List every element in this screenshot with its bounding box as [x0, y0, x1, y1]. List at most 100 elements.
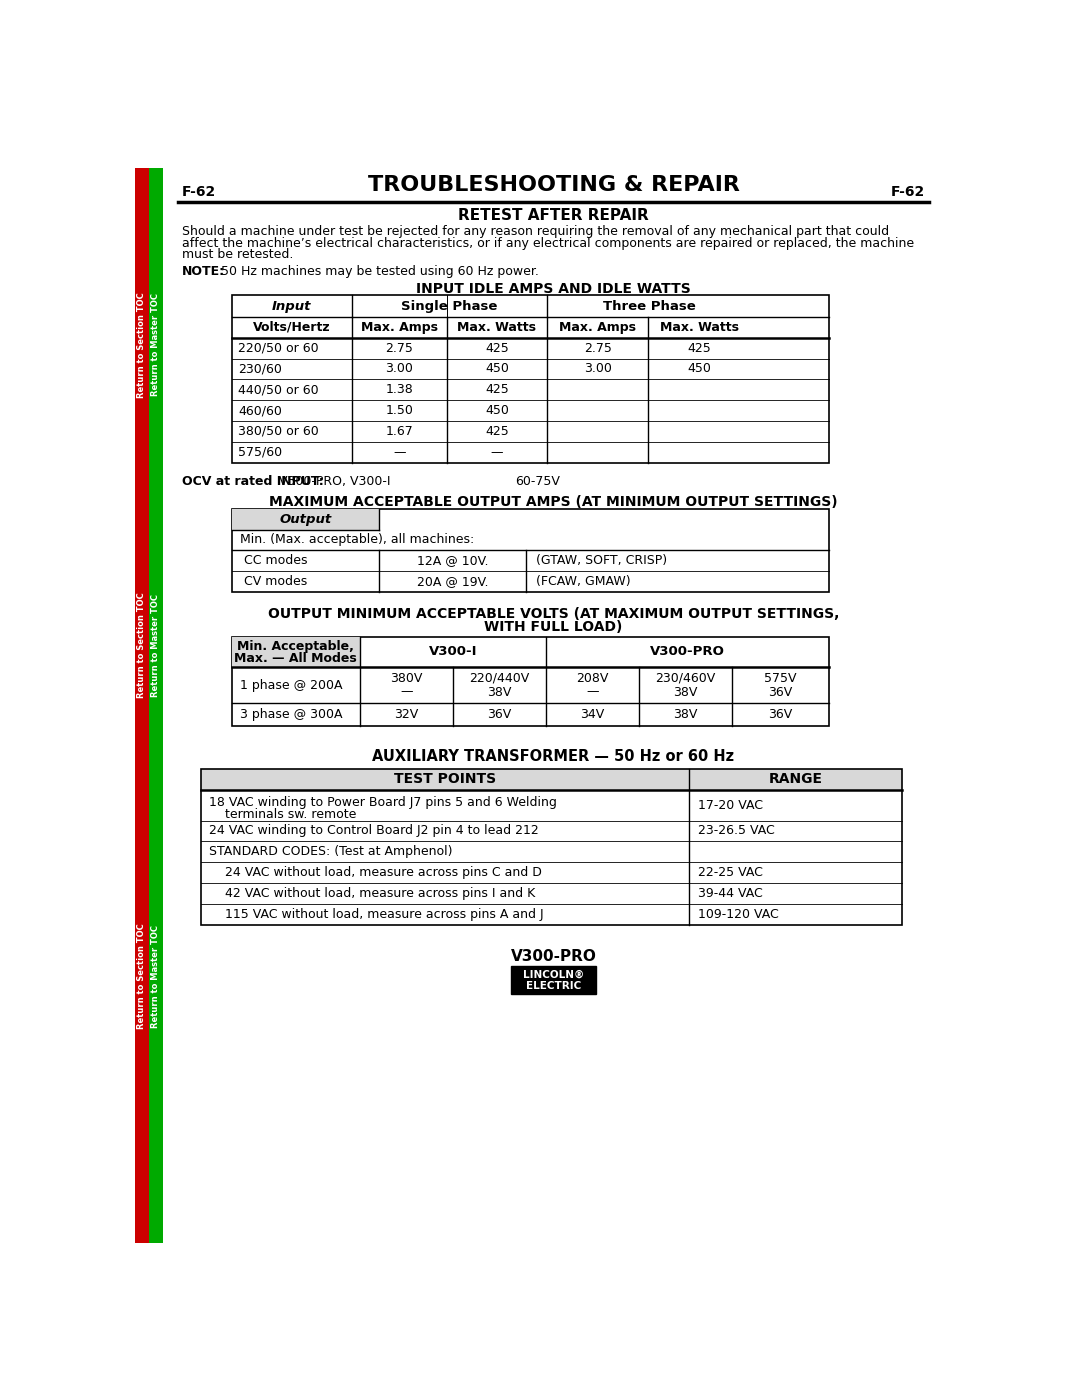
Text: 2.75: 2.75 — [583, 342, 611, 355]
Text: CC modes: CC modes — [243, 555, 307, 567]
Text: V300-PRO, V300-I: V300-PRO, V300-I — [271, 475, 390, 488]
Text: 115 VAC without load, measure across pins A and J: 115 VAC without load, measure across pin… — [208, 908, 543, 921]
Text: 575/60: 575/60 — [238, 446, 282, 458]
Text: 18 VAC winding to Power Board J7 pins 5 and 6 Welding: 18 VAC winding to Power Board J7 pins 5 … — [208, 796, 556, 809]
Text: OCV at rated INPUT:: OCV at rated INPUT: — [181, 475, 323, 488]
Text: NOTE:: NOTE: — [181, 264, 225, 278]
Text: RETEST AFTER REPAIR: RETEST AFTER REPAIR — [458, 208, 649, 224]
Text: 34V: 34V — [580, 708, 605, 721]
Text: 3 phase @ 300A: 3 phase @ 300A — [240, 708, 342, 721]
Text: 36V: 36V — [768, 686, 793, 698]
Text: 20A @ 19V.: 20A @ 19V. — [417, 576, 488, 588]
Text: V300-PRO: V300-PRO — [511, 949, 596, 964]
Text: —: — — [393, 446, 405, 458]
Text: 450: 450 — [485, 404, 509, 418]
Text: 39-44 VAC: 39-44 VAC — [699, 887, 764, 900]
Text: 450: 450 — [485, 362, 509, 376]
Text: Max. Amps: Max. Amps — [559, 321, 636, 334]
Text: 3.00: 3.00 — [583, 362, 611, 376]
Text: 22-25 VAC: 22-25 VAC — [699, 866, 764, 879]
Text: affect the machine’s electrical characteristics, or if any electrical components: affect the machine’s electrical characte… — [181, 237, 914, 250]
Text: 440/50 or 60: 440/50 or 60 — [238, 383, 319, 397]
Text: Max. Amps: Max. Amps — [361, 321, 437, 334]
Text: 24 VAC without load, measure across pins C and D: 24 VAC without load, measure across pins… — [208, 866, 541, 879]
Text: 230/60: 230/60 — [238, 362, 282, 376]
Text: AUXILIARY TRANSFORMER — 50 Hz or 60 Hz: AUXILIARY TRANSFORMER — 50 Hz or 60 Hz — [373, 749, 734, 764]
Text: Return to Master TOC: Return to Master TOC — [151, 594, 161, 697]
Text: 460/60: 460/60 — [238, 404, 282, 418]
Text: INPUT IDLE AMPS AND IDLE WATTS: INPUT IDLE AMPS AND IDLE WATTS — [416, 282, 691, 296]
Text: CV modes: CV modes — [243, 576, 307, 588]
Text: 60-75V: 60-75V — [515, 475, 559, 488]
Text: Return to Master TOC: Return to Master TOC — [151, 925, 161, 1028]
Bar — [232, 509, 379, 529]
Text: 230/460V: 230/460V — [656, 672, 715, 685]
Text: 208V: 208V — [576, 672, 608, 685]
Text: Output: Output — [280, 513, 332, 525]
Text: 450: 450 — [688, 362, 712, 376]
Text: 380V: 380V — [390, 672, 422, 685]
Text: 24 VAC winding to Control Board J2 pin 4 to lead 212: 24 VAC winding to Control Board J2 pin 4… — [208, 824, 538, 837]
Bar — [232, 509, 828, 592]
Text: TEST POINTS: TEST POINTS — [394, 773, 496, 787]
Text: Max. Watts: Max. Watts — [458, 321, 537, 334]
Text: Max. Watts: Max. Watts — [660, 321, 739, 334]
Text: 1.67: 1.67 — [386, 425, 414, 437]
Text: 3.00: 3.00 — [386, 362, 414, 376]
Text: 12A @ 10V.: 12A @ 10V. — [417, 555, 488, 567]
Text: Return to Master TOC: Return to Master TOC — [151, 293, 161, 397]
Text: 38V: 38V — [673, 686, 698, 698]
Text: Input: Input — [272, 300, 312, 313]
Text: 2.75: 2.75 — [386, 342, 414, 355]
Bar — [511, 967, 596, 993]
Text: 36V: 36V — [487, 708, 511, 721]
Bar — [149, 168, 163, 1243]
Text: F-62: F-62 — [891, 184, 926, 198]
Text: 23-26.5 VAC: 23-26.5 VAC — [699, 824, 775, 837]
Text: Three Phase: Three Phase — [603, 300, 696, 313]
Text: WITH FULL LOAD): WITH FULL LOAD) — [484, 620, 623, 634]
Text: V300-I: V300-I — [429, 645, 477, 658]
Text: 109-120 VAC: 109-120 VAC — [699, 908, 779, 921]
Text: Min. Acceptable,: Min. Acceptable, — [238, 640, 354, 652]
Text: 380/50 or 60: 380/50 or 60 — [238, 425, 319, 437]
Text: Should a machine under test be rejected for any reason requiring the removal of : Should a machine under test be rejected … — [181, 225, 889, 239]
Text: 42 VAC without load, measure across pins I and K: 42 VAC without load, measure across pins… — [208, 887, 535, 900]
Text: 38V: 38V — [487, 686, 512, 698]
Text: Return to Section TOC: Return to Section TOC — [137, 592, 147, 698]
Text: 575V: 575V — [764, 672, 796, 685]
Text: OUTPUT MINIMUM ACCEPTABLE VOLTS (AT MAXIMUM OUTPUT SETTINGS,: OUTPUT MINIMUM ACCEPTABLE VOLTS (AT MAXI… — [268, 608, 839, 622]
Text: 50 Hz machines may be tested using 60 Hz power.: 50 Hz machines may be tested using 60 Hz… — [213, 264, 539, 278]
Text: 425: 425 — [485, 383, 509, 397]
Text: —: — — [490, 446, 503, 458]
Text: V300-PRO: V300-PRO — [650, 645, 725, 658]
Text: LINCOLN®: LINCOLN® — [523, 970, 584, 979]
Bar — [232, 637, 360, 668]
Text: —: — — [400, 686, 413, 698]
Text: (FCAW, GMAW): (FCAW, GMAW) — [536, 576, 631, 588]
Text: must be retested.: must be retested. — [181, 249, 293, 261]
Text: terminals sw. remote: terminals sw. remote — [208, 809, 356, 821]
Text: Single Phase: Single Phase — [402, 300, 498, 313]
Text: 36V: 36V — [768, 708, 793, 721]
Text: 220/440V: 220/440V — [469, 672, 529, 685]
Text: 38V: 38V — [673, 708, 698, 721]
Text: TROUBLESHOOTING & REPAIR: TROUBLESHOOTING & REPAIR — [367, 176, 740, 196]
Text: 425: 425 — [485, 425, 509, 437]
Text: 17-20 VAC: 17-20 VAC — [699, 799, 764, 812]
Text: F-62: F-62 — [181, 184, 216, 198]
Text: RANGE: RANGE — [769, 773, 823, 787]
Bar — [201, 768, 902, 925]
Bar — [201, 768, 902, 789]
Text: STANDARD CODES: (Test at Amphenol): STANDARD CODES: (Test at Amphenol) — [208, 845, 453, 858]
Text: 425: 425 — [485, 342, 509, 355]
Bar — [135, 168, 149, 1243]
Text: —: — — [586, 686, 598, 698]
Text: Return to Section TOC: Return to Section TOC — [137, 923, 147, 1030]
Text: Return to Section TOC: Return to Section TOC — [137, 292, 147, 398]
Text: 1 phase @ 200A: 1 phase @ 200A — [240, 679, 342, 692]
Text: 32V: 32V — [394, 708, 418, 721]
Text: 1.38: 1.38 — [386, 383, 414, 397]
Text: Max. — All Modes: Max. — All Modes — [234, 651, 357, 665]
Text: (GTAW, SOFT, CRISP): (GTAW, SOFT, CRISP) — [536, 555, 666, 567]
